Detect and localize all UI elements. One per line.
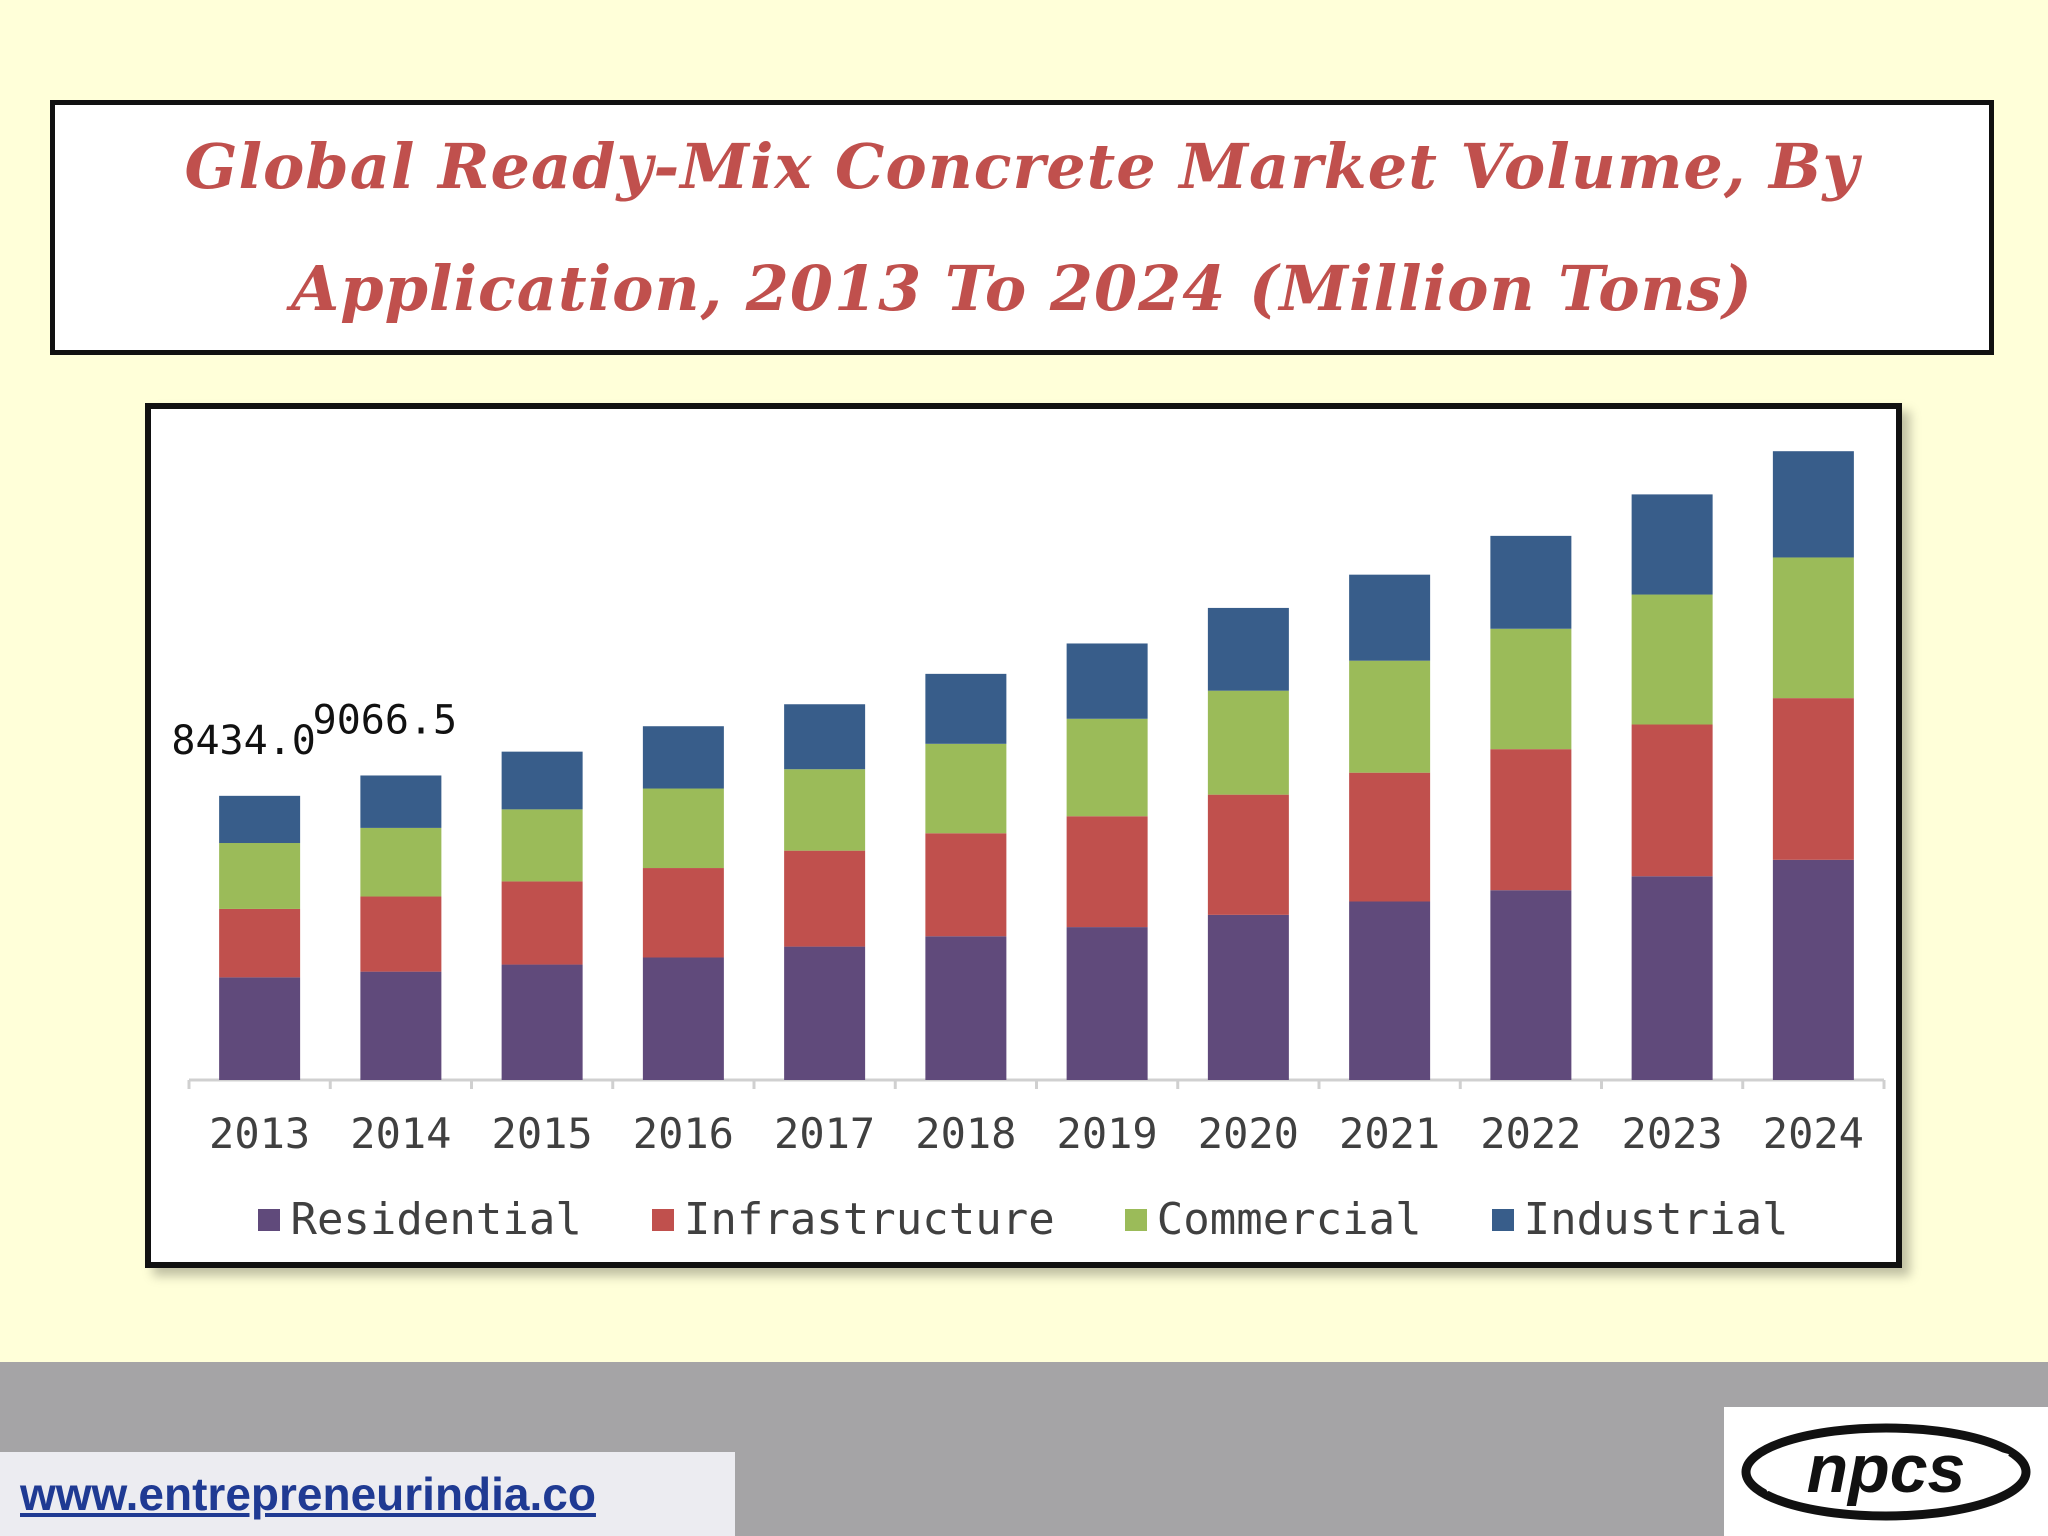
- bar-industrial-2016: [642, 726, 724, 789]
- bar-commercial-2019: [1066, 718, 1148, 817]
- bar-infrastructure-2020: [1207, 794, 1289, 915]
- x-tick-label-2017: 2017: [774, 1109, 875, 1158]
- bar-infrastructure-2019: [1066, 816, 1148, 928]
- bar-residential-2016: [642, 957, 724, 1080]
- x-tick-label-2018: 2018: [915, 1109, 1016, 1158]
- x-tick-label-2019: 2019: [1057, 1109, 1158, 1158]
- bar-industrial-2023: [1631, 494, 1713, 595]
- x-tick-label-2022: 2022: [1480, 1109, 1581, 1158]
- bar-commercial-2024: [1772, 557, 1854, 699]
- bar-residential-2024: [1772, 859, 1854, 1080]
- legend-item-residential: Residential: [258, 1194, 582, 1245]
- bar-residential-2020: [1207, 914, 1289, 1080]
- legend-swatch-infrastructure: [651, 1208, 674, 1231]
- bar-commercial-2017: [784, 769, 866, 851]
- bar-commercial-2023: [1631, 594, 1713, 725]
- bar-commercial-2013: [219, 843, 301, 909]
- bar-infrastructure-2024: [1772, 698, 1854, 860]
- bar-commercial-2015: [501, 809, 583, 882]
- bar-industrial-2021: [1349, 574, 1431, 661]
- npcs-logo: npcs: [1724, 1407, 2048, 1536]
- bar-residential-2013: [219, 977, 301, 1080]
- bar-residential-2021: [1349, 901, 1431, 1080]
- bar-industrial-2024: [1772, 451, 1854, 558]
- bar-residential-2018: [925, 936, 1007, 1080]
- chart-legend: Residential Infrastructure Commercial Indus…: [151, 1194, 1896, 1245]
- bar-infrastructure-2013: [219, 908, 301, 978]
- bar-industrial-2020: [1207, 607, 1289, 691]
- bar-industrial-2013: [219, 795, 301, 844]
- bar-commercial-2018: [925, 743, 1007, 834]
- title-line-1: Global Ready-Mix Concrete Market Volume,…: [184, 129, 1860, 203]
- bar-infrastructure-2015: [501, 881, 583, 965]
- x-tick-label-2021: 2021: [1339, 1109, 1440, 1158]
- bar-infrastructure-2017: [784, 850, 866, 947]
- bar-infrastructure-2021: [1349, 772, 1431, 902]
- bar-industrial-2015: [501, 751, 583, 810]
- bar-residential-2022: [1490, 890, 1572, 1080]
- npcs-logo-text: npcs: [1807, 1431, 1966, 1507]
- chart-panel: 2013 2014 2015 2016 2017 2018 2019 2020 2021 2022…: [145, 403, 1902, 1268]
- title-box: Global Ready-Mix Concrete Market Volume,…: [50, 100, 1994, 355]
- website-link[interactable]: www.entrepreneurindia.co: [20, 1468, 596, 1520]
- website-box: www.entrepreneurindia.co: [0, 1452, 735, 1536]
- bar-commercial-2021: [1349, 660, 1431, 773]
- bar-industrial-2014: [360, 775, 442, 828]
- bar-industrial-2019: [1066, 643, 1148, 719]
- bar-commercial-2020: [1207, 690, 1289, 795]
- x-tick-label-2015: 2015: [492, 1109, 593, 1158]
- x-tick-label-2013: 2013: [209, 1109, 310, 1158]
- npcs-logo-mark: npcs: [1741, 1423, 2031, 1520]
- bar-industrial-2022: [1490, 535, 1572, 629]
- x-tick-label-2016: 2016: [633, 1109, 734, 1158]
- bar-commercial-2014: [360, 827, 442, 897]
- x-tick-label-2014: 2014: [350, 1109, 451, 1158]
- legend-label-industrial: Industrial: [1523, 1194, 1789, 1245]
- bar-residential-2019: [1066, 927, 1148, 1080]
- bar-residential-2014: [360, 971, 442, 1080]
- legend-label-infrastructure: Infrastructure: [683, 1194, 1055, 1245]
- title-line-2: Application, 2013 To 2024 (Million Tons): [291, 251, 1753, 325]
- bar-infrastructure-2022: [1490, 749, 1572, 891]
- x-tick-label-2023: 2023: [1622, 1109, 1723, 1158]
- legend-label-residential: Residential: [290, 1194, 582, 1245]
- total-label-2014: 9066.5: [313, 697, 458, 743]
- bar-commercial-2016: [642, 788, 724, 869]
- bar-residential-2017: [784, 946, 866, 1080]
- bar-industrial-2018: [925, 673, 1007, 744]
- total-label-2013: 8434.0: [171, 718, 316, 764]
- stacked-bar-chart: 2013 2014 2015 2016 2017 2018 2019 2020 2021 2022…: [171, 451, 1886, 1158]
- bar-industrial-2017: [784, 704, 866, 770]
- legend-swatch-commercial: [1124, 1208, 1147, 1231]
- bar-infrastructure-2023: [1631, 724, 1713, 877]
- legend-swatch-residential: [258, 1208, 281, 1231]
- legend-swatch-industrial: [1491, 1208, 1514, 1231]
- bar-infrastructure-2014: [360, 896, 442, 972]
- bar-commercial-2022: [1490, 628, 1572, 750]
- x-tick-label-2024: 2024: [1763, 1109, 1864, 1158]
- legend-item-commercial: Commercial: [1124, 1194, 1422, 1245]
- bar-residential-2015: [501, 964, 583, 1080]
- legend-label-commercial: Commercial: [1156, 1194, 1422, 1245]
- x-tick-label-2020: 2020: [1198, 1109, 1299, 1158]
- bar-infrastructure-2016: [642, 868, 724, 958]
- bar-infrastructure-2018: [925, 833, 1007, 937]
- legend-item-industrial: Industrial: [1491, 1194, 1789, 1245]
- legend-item-infrastructure: Infrastructure: [651, 1194, 1055, 1245]
- bar-residential-2023: [1631, 876, 1713, 1080]
